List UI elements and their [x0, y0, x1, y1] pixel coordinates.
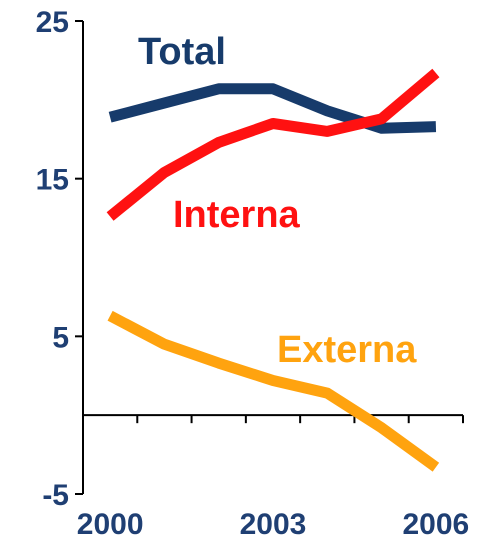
series-label-interna: Interna	[173, 194, 301, 236]
y-tick-label: 15	[36, 164, 69, 197]
x-tick-label: 2000	[77, 508, 144, 541]
y-tick-label: 25	[36, 6, 69, 39]
series-label-total: Total	[138, 31, 226, 73]
series-line-externa	[107, 310, 440, 472]
series-line-total	[108, 83, 437, 134]
y-tick-label: 5	[52, 321, 69, 354]
series-label-externa: Externa	[277, 329, 417, 371]
x-tick-label: 2006	[402, 508, 469, 541]
series-line-interna	[106, 68, 440, 221]
x-tick-label: 2003	[240, 508, 307, 541]
y-tick-label: -5	[42, 479, 69, 512]
series-lines	[106, 68, 440, 472]
